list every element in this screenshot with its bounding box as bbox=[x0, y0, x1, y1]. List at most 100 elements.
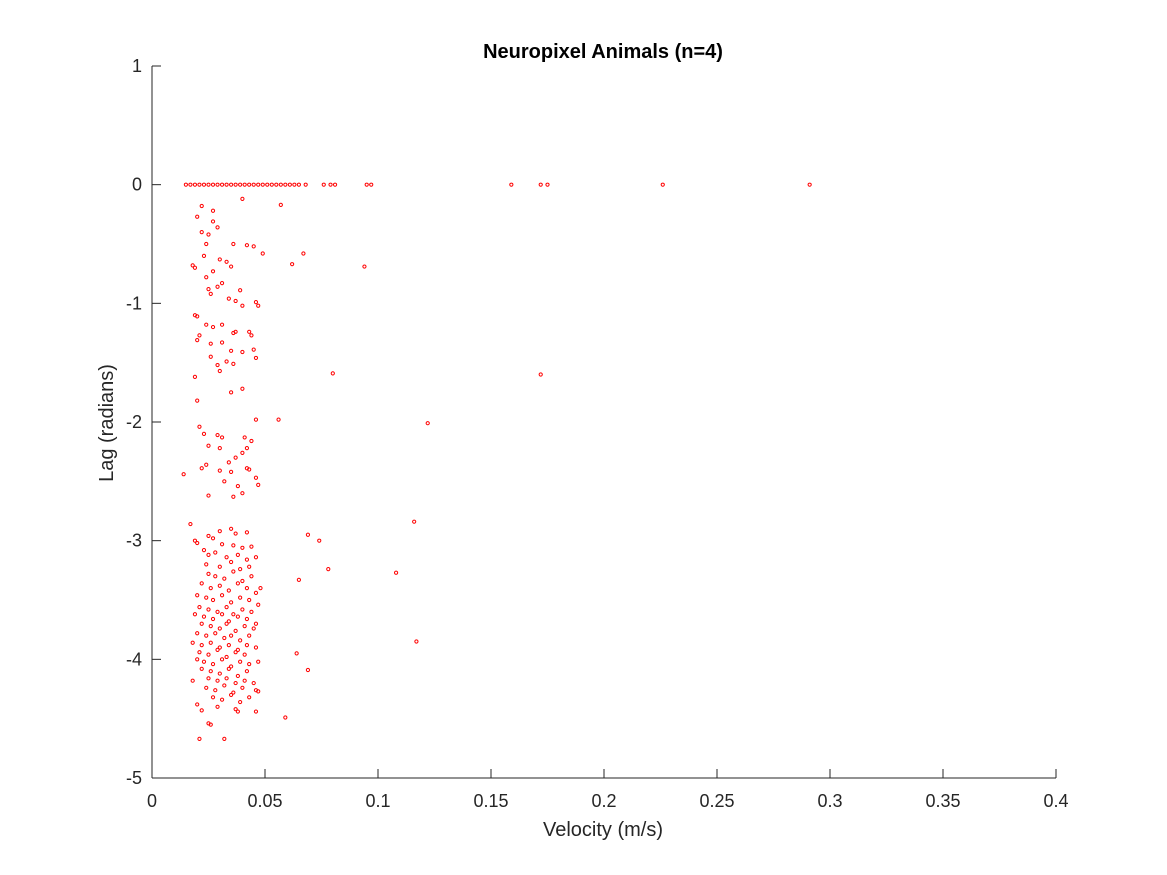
scatter-point bbox=[247, 564, 252, 569]
x-axis-label: Velocity (m/s) bbox=[543, 819, 663, 841]
scatter-point bbox=[240, 450, 245, 455]
scatter-point bbox=[235, 614, 240, 619]
scatter-point bbox=[201, 431, 207, 436]
scatter-point bbox=[219, 322, 225, 327]
scatter-point bbox=[226, 460, 231, 465]
scatter-point bbox=[217, 529, 222, 534]
scatter-point bbox=[240, 196, 245, 202]
scatter-point bbox=[256, 659, 261, 664]
scatter-point bbox=[190, 678, 195, 683]
scatter-point bbox=[201, 659, 207, 664]
scatter-point bbox=[253, 590, 259, 595]
scatter-point bbox=[231, 543, 236, 548]
scatter-point bbox=[199, 666, 204, 671]
scatter-point bbox=[215, 362, 220, 368]
scatter-point bbox=[256, 182, 261, 187]
scatter-point bbox=[215, 432, 220, 438]
scatter-point bbox=[213, 631, 218, 636]
scatter-point bbox=[226, 642, 231, 648]
scatter-point bbox=[208, 669, 213, 674]
scatter-point bbox=[231, 361, 236, 366]
scatter-point bbox=[258, 586, 263, 591]
scatter-point bbox=[247, 467, 252, 472]
scatter-point bbox=[222, 736, 227, 741]
scatter-point bbox=[260, 251, 265, 256]
scatter-point bbox=[240, 349, 245, 355]
scatter-point bbox=[199, 708, 204, 713]
scatter-point bbox=[229, 390, 234, 395]
scatter-point bbox=[206, 182, 211, 187]
scatter-point bbox=[244, 586, 250, 591]
scatter-point bbox=[332, 182, 338, 187]
scatter-point bbox=[215, 704, 220, 709]
scatter-point bbox=[238, 659, 243, 664]
x-tick-label: 0.25 bbox=[699, 791, 734, 811]
scatter-point bbox=[208, 722, 213, 727]
scatter-point bbox=[206, 652, 211, 657]
scatter-point bbox=[219, 657, 225, 662]
scatter-point bbox=[238, 595, 243, 600]
scatter-point bbox=[215, 182, 220, 187]
y-tick-label: -4 bbox=[126, 649, 142, 669]
scatter-point bbox=[249, 333, 254, 338]
scatter-point bbox=[240, 685, 245, 690]
scatter-point bbox=[192, 538, 198, 543]
scatter-point bbox=[219, 612, 225, 617]
scatter-point bbox=[219, 593, 225, 598]
scatter-point bbox=[425, 421, 430, 426]
scatter-point bbox=[287, 182, 292, 187]
scatter-point bbox=[213, 574, 218, 579]
scatter-point bbox=[253, 621, 259, 626]
x-tick-label: 0.1 bbox=[365, 791, 390, 811]
scatter-point bbox=[231, 494, 236, 499]
scatter-point bbox=[210, 661, 216, 667]
scatter-point bbox=[294, 651, 299, 656]
scatter-point bbox=[224, 555, 229, 560]
scatter-point bbox=[256, 689, 261, 694]
scatter-point bbox=[226, 296, 231, 301]
scatter-point bbox=[235, 647, 240, 652]
scatter-point bbox=[249, 574, 254, 579]
scatter-point bbox=[195, 314, 200, 319]
scatter-point bbox=[197, 650, 202, 655]
scatter-point bbox=[240, 607, 245, 612]
scatter-point bbox=[201, 548, 207, 553]
scatter-point bbox=[215, 678, 220, 683]
scatter-point bbox=[229, 559, 234, 565]
scatter-point bbox=[217, 446, 222, 451]
scatter-point bbox=[192, 182, 198, 187]
scatter-point bbox=[235, 552, 240, 558]
x-tick-label: 0.3 bbox=[817, 791, 842, 811]
scatter-point bbox=[242, 182, 247, 187]
scatter-point bbox=[192, 612, 198, 617]
scatter-point bbox=[208, 640, 213, 645]
scatter-point bbox=[247, 597, 252, 603]
scatter-point bbox=[208, 354, 213, 359]
scatter-point bbox=[219, 182, 225, 187]
scatter-point bbox=[204, 685, 209, 690]
scatter-point bbox=[229, 264, 234, 269]
scatter-point bbox=[208, 291, 213, 296]
scatter-point bbox=[183, 182, 188, 187]
x-tick-label: 0.15 bbox=[473, 791, 508, 811]
chart-title: Neuropixel Animals (n=4) bbox=[483, 41, 723, 63]
scatter-point bbox=[362, 264, 367, 269]
scatter-point bbox=[201, 614, 207, 619]
scatter-point bbox=[188, 521, 193, 527]
scatter-point bbox=[222, 479, 227, 484]
scatter-point bbox=[249, 544, 254, 549]
scatter-point bbox=[235, 581, 240, 586]
scatter-point bbox=[208, 624, 213, 629]
scatter-point bbox=[206, 286, 211, 292]
scatter-point bbox=[217, 468, 222, 473]
scatter-point bbox=[199, 203, 204, 209]
scatter-point bbox=[206, 571, 211, 576]
scatter-point bbox=[210, 695, 216, 700]
scatter-point bbox=[195, 631, 200, 636]
scatter-point bbox=[188, 182, 193, 187]
scatter-point bbox=[224, 621, 229, 626]
scatter-point bbox=[235, 709, 240, 714]
scatter-point bbox=[213, 688, 218, 693]
scatter-point bbox=[181, 472, 186, 477]
scatter-point bbox=[247, 182, 252, 187]
